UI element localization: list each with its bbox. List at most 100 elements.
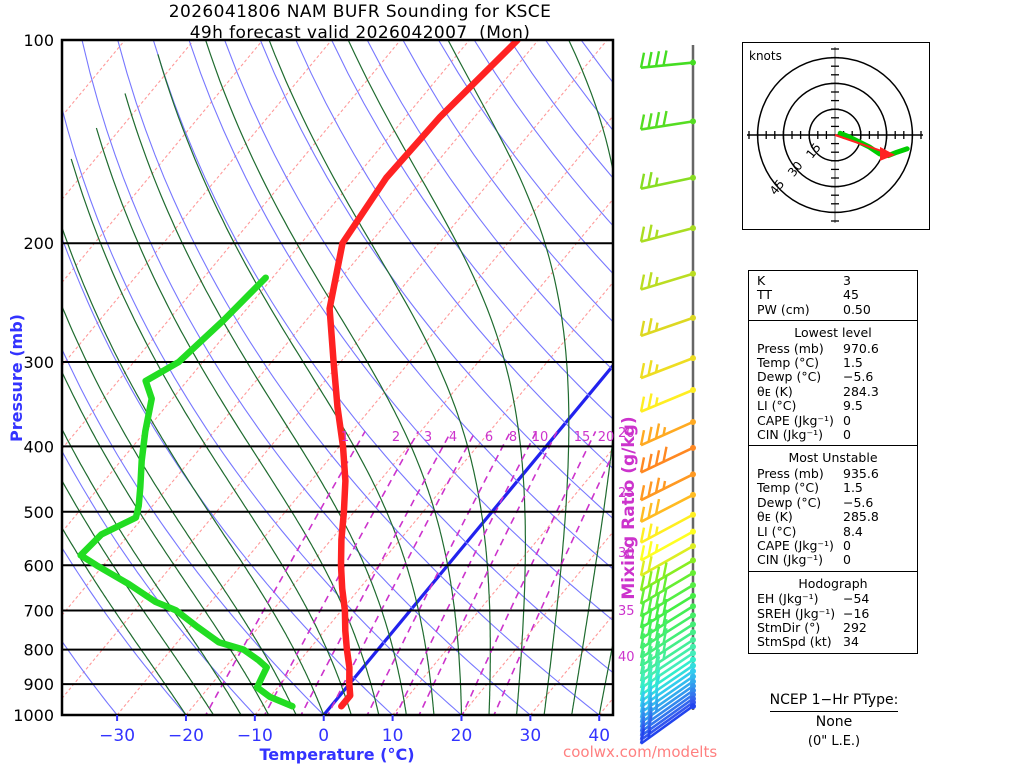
ptype-value: None <box>815 714 853 730</box>
panel-row-value: 45 <box>843 287 859 303</box>
temp-tick-30: 30 <box>520 726 542 746</box>
mixing-ratio-right-tick-25: 25 <box>618 486 635 501</box>
dewpoint-profile-curve <box>77 274 296 710</box>
panel-section-most-unstable: Most Unstable Press (mb) 935.6 Temp (°C) 1.… <box>749 446 917 570</box>
panel-row-most-unstable: CIN (Jkg⁻¹) 0 <box>749 552 917 568</box>
panel-row-value: 0 <box>843 537 851 553</box>
mixing-ratio-axis-label: Mixing Ratio (g/kg) <box>619 416 639 599</box>
wind-barb <box>639 418 696 447</box>
panel-row-value: −5.6 <box>843 369 874 385</box>
mixing-ratio-label-15: 15 <box>574 430 591 445</box>
pressure-tick-400: 400 <box>23 437 54 456</box>
pressure-tick-1000: 1000 <box>13 706 54 725</box>
panel-row-index: TT 45 <box>749 287 917 303</box>
wind-barb <box>639 557 696 592</box>
hodograph-panel: 15 30 45 knots <box>742 42 930 230</box>
wind-barb <box>639 224 696 243</box>
pressure-tick-200: 200 <box>23 234 54 253</box>
panel-row-value: 8.4 <box>843 523 863 539</box>
pressure-tick-600: 600 <box>23 556 54 575</box>
hodograph-trace <box>837 130 910 159</box>
pressure-tick-700: 700 <box>23 601 54 620</box>
panel-section-hodograph-stats: Hodograph EH (Jkg⁻¹) −54 SREH (Jkg⁻¹) −16 St… <box>749 572 917 653</box>
panel-row-key: TT <box>757 287 773 303</box>
panel-row-key: K <box>757 273 766 288</box>
panel-row-value: 1.5 <box>843 480 863 496</box>
panel-section-lowest-level: Lowest level Press (mb) 970.6 Temp (°C) 1.5… <box>749 321 917 445</box>
chart-title: 2026041806 NAM BUFR Sounding for KSCE 49… <box>0 2 720 44</box>
pressure-tick-800: 800 <box>23 641 54 660</box>
panel-row-key: CIN (Jkg⁻¹) <box>757 552 823 568</box>
panel-row-value: 970.6 <box>843 340 879 356</box>
wind-barb <box>639 270 696 291</box>
mixing-ratio-label-1: 1 <box>341 430 349 445</box>
pressure-tick-100: 100 <box>23 31 54 50</box>
ptype-amount: (0" L.E.) <box>807 734 861 749</box>
wind-barb <box>639 703 696 745</box>
mixing-ratio-right-tick-40: 40 <box>618 650 635 665</box>
panel-row-key: PW (cm) <box>757 301 810 317</box>
wind-barb <box>639 543 696 577</box>
mixing-ratio-label-8: 8 <box>509 430 517 445</box>
panel-row-key: Dewp (°C) <box>757 369 822 385</box>
panel-row-value: 9.5 <box>843 398 863 414</box>
temp-tick-20: 20 <box>451 726 473 746</box>
panel-row-key: θᴇ (K) <box>757 383 793 399</box>
temp-tick-10: 10 <box>382 726 404 746</box>
panel-row-most-unstable: Dewp (°C) −5.6 <box>749 494 917 510</box>
temp-tick--10: −10 <box>237 726 273 746</box>
panel-row-lowest: CIN (Jkg⁻¹) 0 <box>749 427 917 443</box>
panel-row-value: 0 <box>843 427 851 443</box>
temp-tick-0: 0 <box>318 726 329 746</box>
mixing-ratio-label-4: 4 <box>449 430 457 445</box>
ncep-ptype-box: NCEP 1−Hr PType: None (0" L.E.) <box>736 690 932 752</box>
y-axis-label: Pressure (mb) <box>7 314 26 442</box>
pressure-gridlines: 100 200 300 400 500 600 700 800 900 1000 <box>13 31 613 725</box>
pressure-tick-900: 900 <box>23 675 54 694</box>
panel-row-key: Temp (°C) <box>757 480 820 496</box>
panel-row-value: −16 <box>843 605 870 621</box>
hodograph-ring-label-30: 30 <box>785 159 805 180</box>
hodograph-ring-label-45: 45 <box>767 177 787 198</box>
panel-row-value: 34 <box>843 634 859 650</box>
panel-row-value: 935.6 <box>843 465 879 481</box>
mixing-ratio-lines <box>204 430 613 715</box>
wind-barb <box>639 491 696 523</box>
wind-barb <box>639 511 696 544</box>
panel-row-key: CAPE (Jkg⁻¹) <box>757 537 834 553</box>
mixing-ratio-label-2: 2 <box>392 430 400 445</box>
pressure-tick-300: 300 <box>23 353 54 372</box>
wind-barb <box>639 50 696 69</box>
panel-row-value: −5.6 <box>843 494 874 510</box>
dry-adiabat-lines <box>62 40 613 715</box>
wind-barb <box>639 386 696 413</box>
panel-row-value: 3 <box>843 273 851 288</box>
panel-row-key: LI (°C) <box>757 523 797 539</box>
panel-row-key: SREH (Jkg⁻¹) <box>757 605 836 621</box>
panel-row-key: LI (°C) <box>757 398 797 414</box>
mixing-ratio-right-tick-20: 20 <box>618 426 635 441</box>
wind-barb <box>639 110 696 131</box>
panel-row-index: PW (cm) 0.50 <box>749 301 917 317</box>
panel-row-most-unstable: θᴇ (K) 285.8 <box>749 509 917 525</box>
ptype-header: NCEP 1−Hr PType: <box>769 690 899 712</box>
wind-barb <box>639 471 696 502</box>
wind-barb <box>639 355 696 380</box>
sounding-indices-panel: K 3 TT 45 PW (cm) 0.50 Lowest level Press (mb… <box>748 270 918 654</box>
panel-row-lowest: Press (mb) 970.6 <box>749 340 917 356</box>
mixing-ratio-label-20: 20 <box>598 430 615 445</box>
most-unstable-header: Most Unstable <box>788 450 878 466</box>
panel-row-most-unstable: CAPE (Jkg⁻¹) 0 <box>749 537 917 553</box>
panel-row-value: 284.3 <box>843 383 879 399</box>
panel-row-key: θᴇ (K) <box>757 509 793 525</box>
hodograph-stats-header: Hodograph <box>798 575 868 591</box>
panel-row-lowest: LI (°C) 9.5 <box>749 398 917 414</box>
panel-row-key: Temp (°C) <box>757 355 820 371</box>
wind-barb <box>639 314 696 338</box>
panel-row-value: 1.5 <box>843 355 863 371</box>
panel-row-hodograph: StmSpd (kt) 34 <box>749 634 917 650</box>
panel-row-key: CAPE (Jkg⁻¹) <box>757 412 834 428</box>
